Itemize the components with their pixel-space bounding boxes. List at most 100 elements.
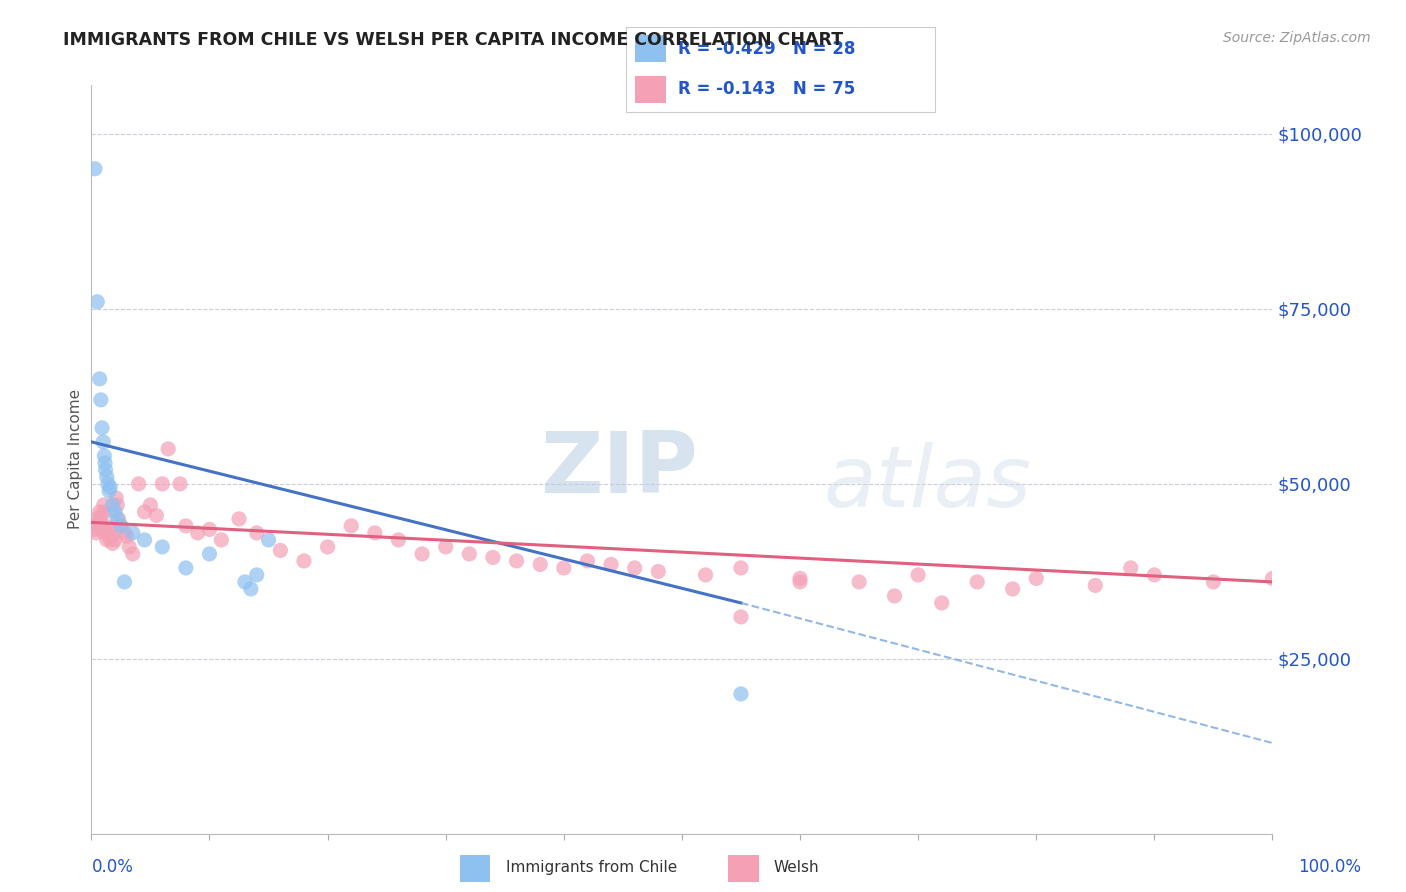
Point (91, 434, 114, 449)
Point (101, 498, 124, 512)
Point (730, 561, 752, 575)
Point (198, 523, 221, 537)
Point (411, 547, 433, 561)
Point (84, 523, 107, 537)
Bar (636, 76, 666, 103)
Point (114, 574, 136, 589)
Point (789, 571, 811, 585)
Point (94, 456, 117, 470)
Point (114, 525, 136, 540)
Point (695, 568, 717, 582)
Point (101, 536, 124, 550)
Point (1261, 571, 1284, 585)
Point (576, 554, 599, 568)
Point (93, 525, 115, 540)
Point (340, 519, 363, 533)
Point (482, 550, 505, 565)
Point (387, 533, 409, 547)
Point (647, 565, 669, 579)
Point (84, 161, 107, 176)
Point (434, 540, 457, 554)
Point (150, 540, 173, 554)
Point (1143, 568, 1166, 582)
Point (257, 533, 280, 547)
Point (115, 529, 138, 543)
Point (150, 476, 173, 491)
Point (110, 519, 132, 533)
Point (848, 574, 870, 589)
Point (789, 574, 811, 589)
Point (883, 589, 905, 603)
Text: IMMIGRANTS FROM CHILE VS WELSH PER CAPITA INCOME CORRELATION CHART: IMMIGRANTS FROM CHILE VS WELSH PER CAPIT… (63, 31, 844, 49)
Point (145, 508, 167, 523)
Bar (636, 36, 666, 62)
Point (100, 529, 122, 543)
Point (105, 491, 128, 505)
Point (86, 512, 108, 526)
Point (187, 525, 209, 540)
Point (134, 505, 156, 519)
Point (730, 687, 752, 701)
Point (600, 558, 623, 572)
Point (121, 525, 143, 540)
Text: Immigrants from Chile: Immigrants from Chile (506, 860, 676, 875)
Point (98, 483, 121, 498)
Point (94, 463, 117, 477)
Y-axis label: Per Capita Income: Per Capita Income (67, 389, 83, 530)
Text: atlas: atlas (824, 442, 1032, 525)
Point (246, 568, 269, 582)
Point (91, 523, 114, 537)
Point (104, 505, 127, 519)
Point (98, 523, 121, 537)
Point (94, 505, 117, 519)
Text: Welsh: Welsh (773, 860, 820, 875)
Point (89, 505, 111, 519)
Point (93, 498, 115, 512)
Point (105, 512, 128, 526)
Point (87, 516, 110, 530)
Point (121, 547, 143, 561)
Bar (728, 855, 759, 881)
Point (198, 547, 221, 561)
Point (118, 540, 141, 554)
Point (83, 519, 105, 533)
Text: ZIP: ZIP (540, 428, 697, 511)
Point (93, 449, 115, 463)
Point (105, 498, 128, 512)
Point (97, 476, 120, 491)
Point (269, 543, 291, 558)
Bar (460, 855, 491, 881)
Point (86, 294, 108, 309)
Text: R = -0.143   N = 75: R = -0.143 N = 75 (678, 80, 855, 98)
Point (97, 525, 120, 540)
Point (90, 392, 112, 407)
Point (931, 596, 953, 610)
Point (209, 533, 232, 547)
Point (966, 574, 988, 589)
Point (104, 533, 127, 547)
Point (246, 525, 269, 540)
Point (91, 519, 114, 533)
Point (529, 558, 551, 572)
Point (505, 554, 527, 568)
Point (364, 525, 387, 540)
Point (730, 610, 752, 624)
Point (174, 519, 197, 533)
Point (128, 476, 150, 491)
Text: Source: ZipAtlas.com: Source: ZipAtlas.com (1223, 31, 1371, 45)
Point (174, 561, 197, 575)
Point (553, 561, 575, 575)
Point (107, 512, 129, 526)
Point (91, 421, 114, 435)
Point (96, 470, 118, 484)
Point (458, 547, 481, 561)
Point (94, 519, 117, 533)
Point (228, 512, 250, 526)
Point (623, 561, 645, 575)
Point (110, 519, 132, 533)
Point (1025, 571, 1047, 585)
Point (169, 476, 191, 491)
Point (98, 480, 121, 494)
Point (316, 540, 339, 554)
Point (98, 533, 121, 547)
